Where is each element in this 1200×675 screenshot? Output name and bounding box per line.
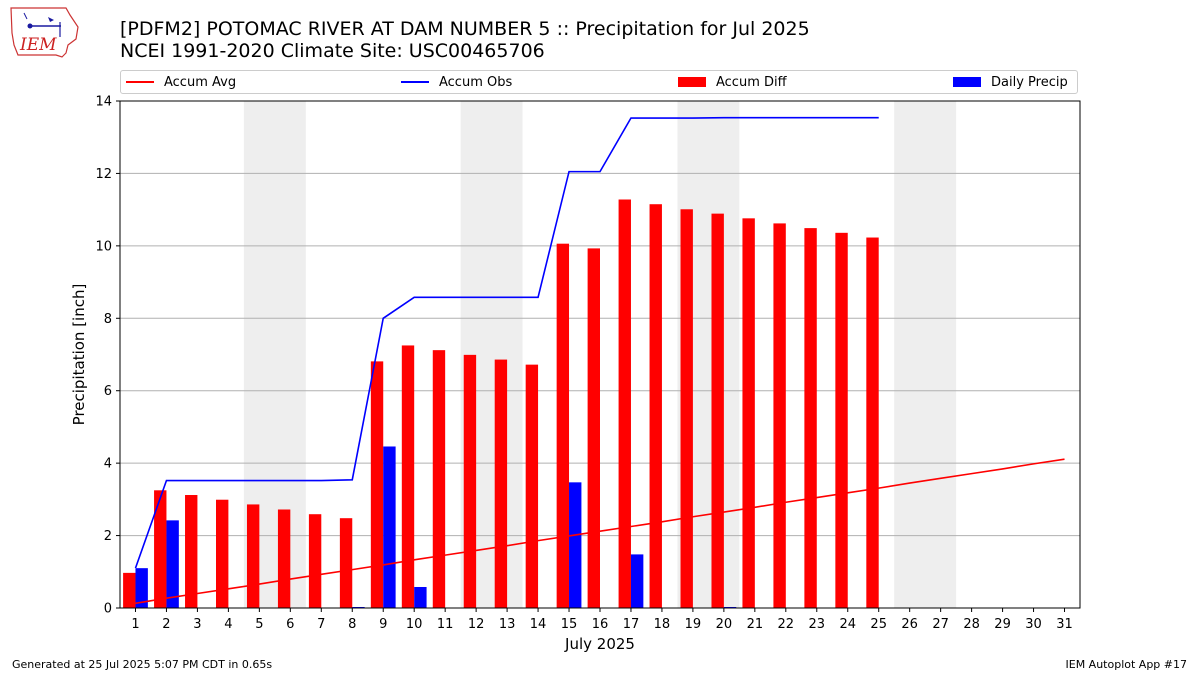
bar-accum-diff bbox=[277, 509, 291, 608]
x-tick-label: 13 bbox=[499, 617, 516, 632]
x-tick-label: 6 bbox=[286, 617, 294, 632]
x-tick-label: 24 bbox=[839, 617, 856, 632]
bar-daily-precip bbox=[414, 586, 427, 608]
y-tick-label: 0 bbox=[104, 602, 112, 617]
x-tick-label: 11 bbox=[437, 617, 454, 632]
x-axis-label: July 2025 bbox=[564, 635, 635, 653]
x-tick-label: 19 bbox=[685, 617, 702, 632]
x-tick-label: 22 bbox=[778, 617, 795, 632]
x-tick-label: 16 bbox=[592, 617, 609, 632]
legend-swatch-accum-diff bbox=[678, 77, 706, 87]
x-tick-label: 23 bbox=[809, 617, 826, 632]
weekend-shade bbox=[894, 101, 957, 608]
bar-accum-diff bbox=[123, 572, 136, 608]
bar-daily-precip bbox=[135, 568, 148, 608]
x-tick-label: 7 bbox=[317, 617, 325, 632]
x-tick-label: 20 bbox=[716, 617, 733, 632]
x-tick-label: 9 bbox=[379, 617, 387, 632]
legend-label-accum-diff: Accum Diff bbox=[716, 74, 787, 90]
x-tick-label: 27 bbox=[932, 617, 949, 632]
bar-accum-diff bbox=[185, 495, 198, 608]
y-tick-label: 14 bbox=[95, 95, 112, 110]
bar-accum-diff bbox=[401, 345, 415, 608]
x-tick-label: 12 bbox=[468, 617, 485, 632]
legend-item-accum-avg: Accum Avg bbox=[126, 74, 236, 90]
legend-item-accum-diff: Accum Diff bbox=[678, 74, 787, 90]
x-tick-label: 3 bbox=[193, 617, 201, 632]
x-tick-label: 2 bbox=[162, 617, 170, 632]
x-tick-label: 10 bbox=[406, 617, 423, 632]
legend-item-daily-precip: Daily Precip bbox=[953, 74, 1068, 90]
x-tick-label: 21 bbox=[747, 617, 764, 632]
legend-label-daily-precip: Daily Precip bbox=[991, 74, 1068, 90]
x-tick-label: 15 bbox=[561, 617, 578, 632]
y-tick-label: 8 bbox=[104, 312, 112, 327]
bar-accum-diff bbox=[463, 354, 477, 608]
bar-accum-diff bbox=[680, 209, 693, 609]
line-accum-obs bbox=[134, 116, 879, 569]
legend-label-accum-obs: Accum Obs bbox=[439, 74, 513, 90]
bar-accum-diff bbox=[587, 248, 600, 608]
chart-subtitle: NCEI 1991-2020 Climate Site: USC00465706 bbox=[120, 40, 545, 62]
bar-accum-diff bbox=[556, 243, 570, 609]
x-tick-label: 5 bbox=[255, 617, 263, 632]
x-tick-label: 8 bbox=[348, 617, 356, 632]
legend-swatch-daily-precip bbox=[953, 77, 981, 87]
x-tick-label: 29 bbox=[994, 617, 1011, 632]
y-tick-label: 12 bbox=[95, 167, 112, 182]
y-tick-label: 2 bbox=[104, 529, 112, 544]
bar-accum-diff bbox=[711, 213, 724, 608]
x-tick-label: 31 bbox=[1056, 617, 1073, 632]
x-tick-label: 26 bbox=[901, 617, 918, 632]
legend: Accum Avg Accum Obs Accum Diff Daily Pre… bbox=[120, 70, 1078, 94]
y-tick-label: 10 bbox=[95, 239, 112, 254]
x-tick-label: 17 bbox=[623, 617, 640, 632]
logo-text: IEM bbox=[19, 35, 57, 55]
bar-accum-diff bbox=[370, 361, 384, 608]
x-tick-label: 30 bbox=[1025, 617, 1042, 632]
bar-accum-diff bbox=[804, 228, 817, 609]
bar-accum-diff bbox=[339, 518, 353, 608]
legend-swatch-accum-obs bbox=[401, 81, 429, 83]
x-tick-label: 4 bbox=[224, 617, 232, 632]
y-axis-label: Precipitation [inch] bbox=[70, 284, 88, 426]
bar-accum-diff bbox=[494, 359, 508, 608]
bar-accum-diff bbox=[432, 350, 446, 608]
bar-accum-diff bbox=[154, 490, 167, 608]
legend-label-accum-avg: Accum Avg bbox=[164, 74, 237, 90]
bar-daily-precip bbox=[630, 554, 644, 608]
bar-accum-diff bbox=[773, 223, 786, 608]
bar-daily-precip bbox=[383, 446, 396, 608]
bar-accum-diff bbox=[866, 237, 879, 608]
bar-accum-diff bbox=[649, 204, 662, 609]
bar-accum-diff bbox=[308, 514, 322, 608]
x-tick-label: 1 bbox=[131, 617, 139, 632]
x-tick-label: 18 bbox=[654, 617, 671, 632]
bar-accum-diff bbox=[216, 499, 229, 608]
x-tick-label: 14 bbox=[530, 617, 547, 632]
y-tick-label: 4 bbox=[104, 457, 112, 472]
bar-accum-diff bbox=[246, 504, 260, 608]
bar-accum-diff bbox=[525, 364, 539, 608]
line-accum-avg bbox=[135, 458, 1065, 605]
bar-accum-diff bbox=[742, 218, 755, 608]
x-tick-label: 28 bbox=[963, 617, 980, 632]
y-tick-label: 6 bbox=[104, 384, 112, 399]
legend-swatch-accum-avg bbox=[126, 81, 154, 83]
bar-accum-diff bbox=[835, 232, 848, 608]
bar-daily-precip bbox=[569, 482, 582, 608]
generated-footer: Generated at 25 Jul 2025 5:07 PM CDT in … bbox=[12, 658, 273, 671]
app-footer: IEM Autoplot App #17 bbox=[1065, 658, 1188, 671]
legend-item-accum-obs: Accum Obs bbox=[401, 74, 512, 90]
bar-daily-precip bbox=[166, 520, 179, 608]
bar-accum-diff bbox=[618, 199, 631, 608]
x-tick-label: 25 bbox=[870, 617, 887, 632]
iem-logo: IEM bbox=[10, 7, 79, 58]
chart-title: [PDFM2] POTOMAC RIVER AT DAM NUMBER 5 ::… bbox=[120, 18, 810, 40]
